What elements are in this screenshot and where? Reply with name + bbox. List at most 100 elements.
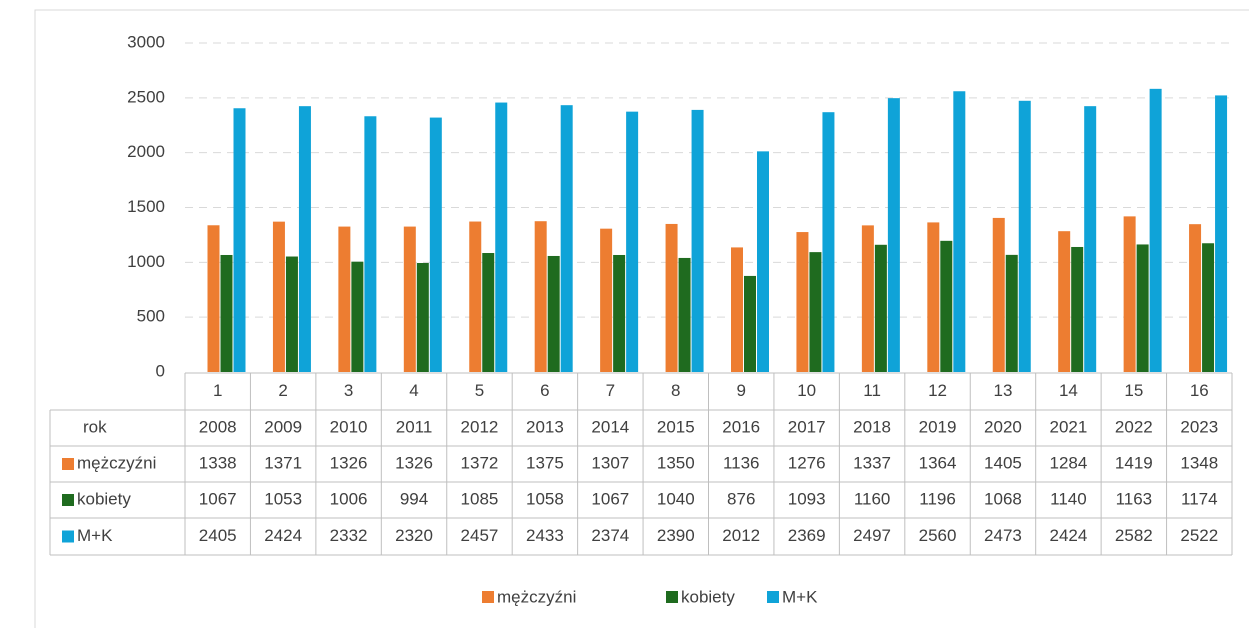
table-cell: 2424 <box>1049 526 1087 545</box>
legend-key <box>62 530 74 543</box>
y-tick-label: 1500 <box>127 197 165 216</box>
table-cell: 2560 <box>919 526 957 545</box>
table-cell: 2332 <box>330 526 368 545</box>
table-cell: 1058 <box>526 489 564 508</box>
bar <box>364 116 377 373</box>
table-cell: 2457 <box>461 526 499 545</box>
bar <box>1149 88 1162 372</box>
table-cell: 1053 <box>264 489 302 508</box>
bar <box>547 255 560 372</box>
table-cell: 2374 <box>591 526 629 545</box>
bar <box>809 252 822 372</box>
table-cell: 1276 <box>788 453 826 472</box>
table-cell: 1067 <box>591 489 629 508</box>
table-cell: 1348 <box>1180 453 1218 472</box>
bar <box>626 111 639 372</box>
bar <box>469 221 482 372</box>
table-row-label: M+K <box>77 526 113 545</box>
x-tick-label: 7 <box>606 381 615 400</box>
table-cell: 1085 <box>461 489 499 508</box>
table-cell: 994 <box>400 489 428 508</box>
x-tick-label: 1 <box>213 381 222 400</box>
x-tick-label: 9 <box>736 381 745 400</box>
table-cell: 2020 <box>984 417 1022 436</box>
table-cell: 2011 <box>396 417 433 436</box>
table-cell: 2433 <box>526 526 564 545</box>
legend-key <box>767 591 779 603</box>
legend-key <box>666 591 678 603</box>
x-tick-label: 16 <box>1190 381 1209 400</box>
table-row-label: kobiety <box>77 489 131 508</box>
table-cell: 1326 <box>395 453 433 472</box>
bar <box>731 247 743 372</box>
bar <box>691 109 704 372</box>
legend-label: kobiety <box>681 587 735 606</box>
bar <box>678 257 691 372</box>
bar <box>482 253 495 372</box>
table-cell: 1136 <box>723 453 760 472</box>
bar <box>298 106 311 372</box>
bar <box>560 105 573 372</box>
table-cell: 1405 <box>984 453 1022 472</box>
bar <box>665 223 678 372</box>
table-cell: 2019 <box>919 417 957 436</box>
x-tick-label: 8 <box>671 381 680 400</box>
bar <box>757 151 769 372</box>
table-cell: 2022 <box>1115 417 1153 436</box>
x-tick-label: 14 <box>1059 381 1078 400</box>
table-cell: 1284 <box>1049 453 1087 472</box>
table-cell: 2010 <box>330 417 368 436</box>
bar <box>600 228 613 372</box>
table-cell: 1338 <box>199 453 237 472</box>
table-cell: 1174 <box>1181 489 1218 508</box>
table-cell: 2017 <box>788 417 826 436</box>
x-tick-label: 13 <box>994 381 1013 400</box>
bar <box>744 275 756 372</box>
table-cell: 1196 <box>919 489 956 508</box>
bar <box>887 98 900 373</box>
bar <box>796 232 809 372</box>
bar <box>1136 244 1149 372</box>
table-cell: 2021 <box>1049 417 1087 436</box>
x-tick-label: 4 <box>409 381 418 400</box>
table-cell: 1371 <box>264 453 302 472</box>
table-cell: 1163 <box>1116 489 1153 508</box>
bar <box>233 108 246 373</box>
table-cell: 1040 <box>657 489 695 508</box>
x-tick-label: 11 <box>863 381 881 400</box>
x-tick-label: 2 <box>278 381 287 400</box>
bar <box>534 221 547 372</box>
table-cell: 2497 <box>853 526 891 545</box>
bar <box>613 254 626 372</box>
table-cell: 1067 <box>199 489 237 508</box>
table-cell: 2008 <box>199 417 237 436</box>
y-tick-label: 1000 <box>127 252 165 271</box>
x-tick-label: 10 <box>797 381 816 400</box>
bar <box>272 221 285 372</box>
legend-label: mężczyźni <box>497 587 576 606</box>
table-cell: 2023 <box>1180 417 1218 436</box>
bar <box>1189 224 1202 372</box>
table-cell: 2018 <box>853 417 891 436</box>
table-cell: 2390 <box>657 526 695 545</box>
y-tick-label: 2500 <box>127 87 165 106</box>
x-tick-label: 15 <box>1124 381 1143 400</box>
bar <box>861 225 874 372</box>
table-cell: 2424 <box>264 526 302 545</box>
table-cell: 2012 <box>461 417 499 436</box>
y-tick-label: 500 <box>137 307 165 326</box>
bar <box>285 256 298 372</box>
table-cell: 2473 <box>984 526 1022 545</box>
bar <box>207 225 220 372</box>
bar <box>1018 100 1031 372</box>
table-cell: 2014 <box>591 417 629 436</box>
table-cell: 876 <box>727 489 755 508</box>
legend-key <box>482 591 494 603</box>
bar <box>403 226 416 372</box>
table-cell: 2582 <box>1115 526 1153 545</box>
table-cell: 2016 <box>722 417 760 436</box>
table-cell: 2012 <box>722 526 760 545</box>
bar <box>1071 246 1084 372</box>
table-cell: 1419 <box>1115 453 1153 472</box>
